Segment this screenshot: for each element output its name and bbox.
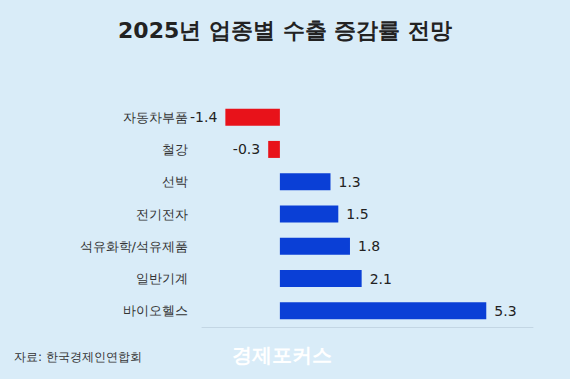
svg-text:1.8: 1.8 [358, 238, 380, 254]
svg-text:선박: 선박 [162, 174, 188, 189]
svg-text:-0.3: -0.3 [233, 141, 260, 157]
svg-text:일반기계: 일반기계 [136, 271, 188, 286]
svg-text:전기전자: 전기전자 [136, 207, 188, 222]
svg-text:바이오헬스: 바이오헬스 [123, 303, 188, 318]
svg-text:자료: 한국경제인연합회: 자료: 한국경제인연합회 [14, 350, 142, 364]
svg-text:2025년 업종별 수출 증감률 전망: 2025년 업종별 수출 증감률 전망 [118, 18, 452, 43]
svg-text:-1.4: -1.4 [190, 109, 217, 125]
svg-text:자동차부품: 자동차부품 [123, 110, 188, 125]
svg-text:경제포커스: 경제포커스 [232, 343, 332, 367]
svg-text:철강: 철강 [162, 142, 188, 157]
svg-text:1.3: 1.3 [339, 174, 361, 190]
svg-text:1.5: 1.5 [346, 206, 368, 222]
svg-text:5.3: 5.3 [494, 303, 516, 319]
svg-text:석유화학/석유제품: 석유화학/석유제품 [80, 239, 188, 254]
svg-text:2.1: 2.1 [370, 271, 392, 287]
